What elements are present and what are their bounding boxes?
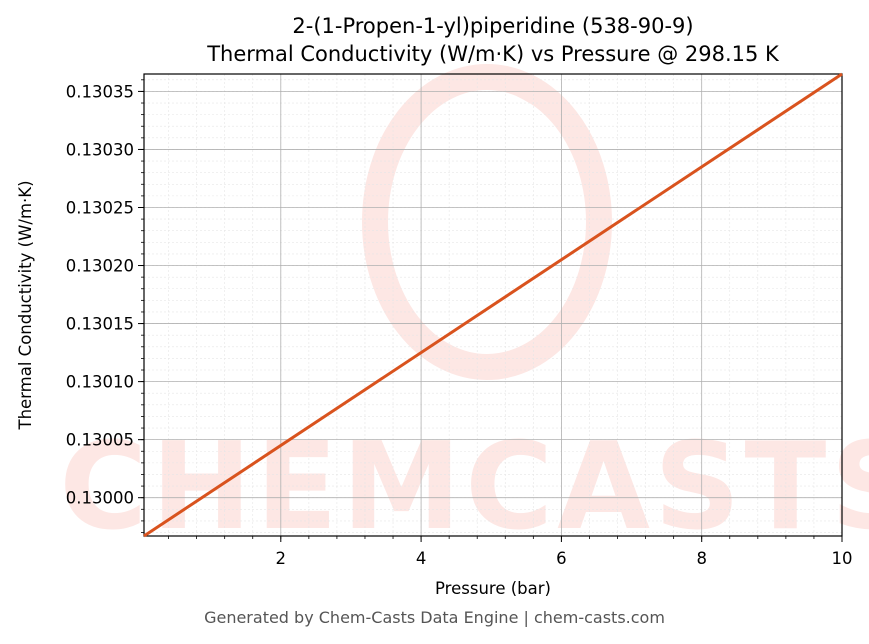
x-tick-label: 10: [832, 549, 853, 568]
x-tick-labels: 2 4 6 8 10: [276, 549, 853, 568]
y-tick-label: 0.13030: [66, 140, 134, 159]
x-tick-label: 6: [556, 549, 567, 568]
chemcasts-watermark: CHEMCASTS: [59, 64, 869, 557]
footer-credit: Generated by Chem-Casts Data Engine | ch…: [204, 608, 665, 627]
x-tick-label: 4: [416, 549, 427, 568]
y-tick-label: 0.13005: [66, 431, 134, 450]
chart-subtitle: Thermal Conductivity (W/m·K) vs Pressure…: [206, 42, 780, 66]
x-tick-label: 2: [276, 549, 287, 568]
x-axis-label: Pressure (bar): [435, 579, 551, 598]
y-tick-label: 0.13020: [66, 257, 134, 276]
y-tick-label: 0.13025: [66, 198, 134, 217]
y-tick-labels: 0.13000 0.13005 0.13010 0.13015 0.13020 0.130…: [66, 82, 134, 507]
watermark-text: CHEMCASTS: [59, 418, 869, 557]
series-group: [143, 72, 843, 538]
x-tick-label: 8: [696, 549, 707, 568]
series-line: [143, 72, 843, 538]
y-tick-label: 0.13015: [66, 315, 134, 334]
y-axis-label: Thermal Conductivity (W/m·K): [16, 180, 35, 430]
y-tick-label: 0.13010: [66, 373, 134, 392]
chart-title: 2-(1-Propen-1-yl)piperidine (538-90-9): [292, 14, 693, 38]
axis-ticks: [138, 79, 843, 542]
y-tick-label: 0.13000: [66, 489, 134, 508]
major-grid: [144, 74, 843, 536]
y-tick-label: 0.13035: [66, 82, 134, 101]
plot-area: [143, 73, 843, 537]
